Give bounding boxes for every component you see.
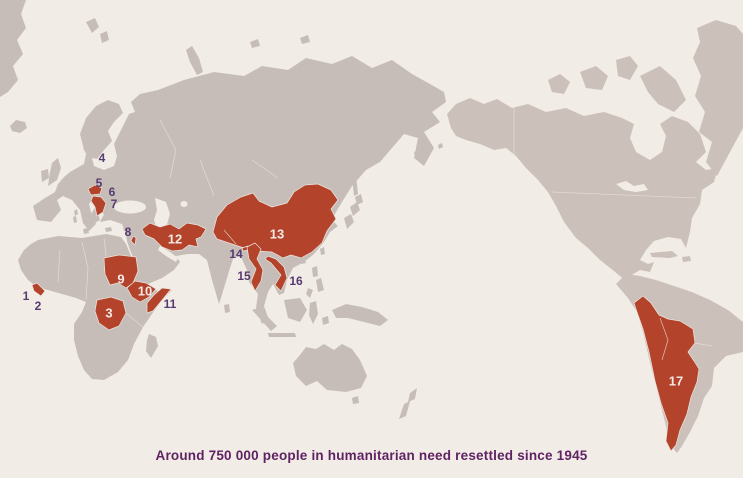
landmass-scandinavia	[80, 100, 123, 159]
map-label-5: 5	[95, 176, 103, 190]
highlighted-region-12-middle-east	[141, 222, 207, 252]
map-label-11: 11	[163, 297, 177, 311]
map-label-2: 2	[34, 299, 42, 313]
highlighted-region-1-2-west-africa	[31, 282, 46, 297]
highlighted-region-5-central-europe	[87, 184, 103, 196]
map-label-10: 10	[137, 283, 153, 299]
highlighted-region-11-horn	[146, 287, 172, 314]
landmass-novaya-zemlya	[186, 46, 203, 75]
highlighted-region-13-china	[212, 183, 339, 259]
sea-caspian	[154, 198, 170, 232]
map-label-4: 4	[98, 151, 106, 165]
map-label-7: 7	[110, 197, 118, 211]
map-label-3: 3	[105, 305, 113, 321]
landmass-uk	[48, 158, 61, 186]
landmass-greenland-east	[0, 0, 26, 97]
landmass-new-guinea	[332, 304, 388, 326]
landmass-sri-lanka	[224, 304, 230, 313]
highlighted-regions	[31, 183, 700, 452]
landmass-north-america	[447, 98, 718, 296]
map-label-17: 17	[668, 373, 684, 389]
highlighted-region-3-central-africa	[94, 296, 127, 331]
landmass-canadian-arctic	[548, 56, 686, 112]
landmass-svalbard	[86, 18, 109, 43]
landmass-arctic-islets	[250, 35, 310, 48]
map-label-12: 12	[167, 231, 183, 247]
landmass-aleutians	[414, 143, 443, 156]
sea-group	[114, 118, 662, 262]
sea-great-lakes	[616, 181, 648, 192]
landmass-group	[0, 0, 743, 453]
highlighted-region-16-vietnam	[264, 255, 288, 292]
map-label-1: 1	[22, 289, 30, 303]
map-label-6: 6	[108, 185, 116, 199]
landmass-caribbean	[650, 251, 691, 262]
landmass-taiwan-hainan	[300, 247, 325, 264]
landmass-greenland	[693, 20, 743, 176]
landmass-japan	[344, 175, 363, 229]
highlighted-region-8-levant	[130, 235, 137, 246]
map-label-15: 15	[237, 269, 251, 283]
landmass-philippines	[306, 266, 324, 298]
sea-black	[114, 200, 146, 214]
landmass-ireland	[41, 169, 49, 182]
landmass-iceland	[10, 120, 27, 133]
landmass-madagascar	[146, 334, 158, 358]
landmass-indonesia	[252, 298, 329, 337]
sea-persian-gulf	[158, 246, 178, 262]
map-label-14: 14	[229, 247, 243, 261]
country-borders	[57, 108, 713, 361]
map-caption: Around 750 000 people in humanitarian ne…	[155, 448, 588, 463]
map-label-8: 8	[124, 225, 132, 239]
highlighted-region-7-balkans	[90, 195, 107, 217]
map-label-9: 9	[117, 271, 125, 287]
landmass-australia	[293, 344, 367, 404]
landmass-new-zealand	[399, 388, 417, 419]
highlighted-region-17-south-america	[633, 295, 700, 452]
sea-hudson-bay	[636, 118, 662, 154]
highlighted-region-10-ethiopia	[126, 280, 157, 303]
map-label-16: 16	[289, 274, 303, 288]
map-label-13: 13	[269, 226, 285, 242]
highlighted-region-15-myanmar	[246, 242, 264, 292]
sea-aral	[180, 201, 188, 207]
